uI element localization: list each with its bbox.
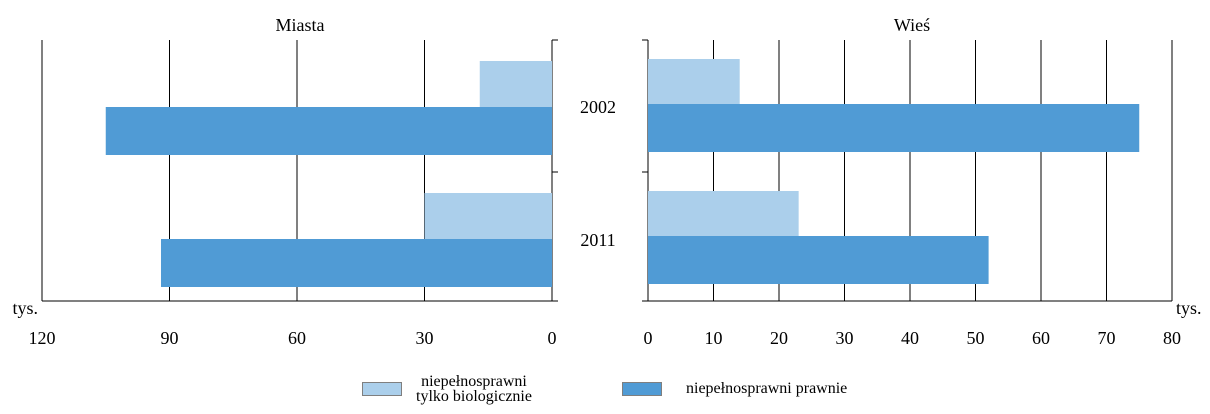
x-tick-label: 30 [836,328,854,348]
x-tick-label: 40 [901,328,919,348]
x-tick-label: 0 [548,328,557,348]
bar-biologicznie-2002 [479,61,552,107]
x-tick-label: 20 [770,328,788,348]
legend-item-prawnie: niepełnosprawni prawnie [622,380,848,397]
legend-label-biologicznie: niepełnosprawni tylko biologicznie [416,373,532,405]
x-tick-label: 50 [967,328,985,348]
x-tick-label: 70 [1098,328,1116,348]
x-tick-label: 10 [705,328,723,348]
x-tick-label: 90 [161,328,179,348]
bar-biologicznie-2002 [648,59,740,104]
x-tick-label: 30 [416,328,434,348]
unit-label: tys. [12,298,38,318]
legend-swatch-dark [622,381,662,396]
panel-title: Wieś [894,15,930,35]
legend-label-line: niepełnosprawni [421,373,527,390]
chart-panel-wies: Wieś 0 10 20 30 40 50 60 70 80 tys. [642,15,1202,348]
bar-biologicznie-2011 [424,193,552,239]
bar-prawnie-2002 [105,107,552,155]
x-tick-label: 120 [29,328,56,348]
bar-chart: Miasta 120 90 60 30 0 tys. Wieś 0 10 20 30 40 50 60 70 8… [12,15,1202,348]
x-tick-label: 80 [1163,328,1181,348]
category-label-2002: 2002 [580,97,616,117]
legend-item-biologicznie: niepełnosprawni tylko biologicznie [362,373,532,405]
legend-label-line: tylko biologicznie [416,388,532,405]
x-tick-label: 60 [1032,328,1050,348]
bar-biologicznie-2011 [648,191,799,236]
category-label-2011: 2011 [580,230,615,250]
x-tick-label: 60 [288,328,306,348]
legend-label-line: niepełnosprawni prawnie [686,380,848,397]
bar-prawnie-2011 [161,239,552,287]
bar-prawnie-2011 [648,236,989,284]
unit-label: tys. [1176,298,1202,318]
legend-label-prawnie: niepełnosprawni prawnie [686,380,848,397]
panel-title: Miasta [276,15,325,35]
x-tick-label: 0 [644,328,653,348]
legend-swatch-light [362,382,402,396]
bar-prawnie-2002 [648,104,1140,152]
legend: niepełnosprawni tylko biologicznie niepe… [0,368,1210,408]
chart-panel-miasta: Miasta 120 90 60 30 0 tys. [12,15,558,348]
